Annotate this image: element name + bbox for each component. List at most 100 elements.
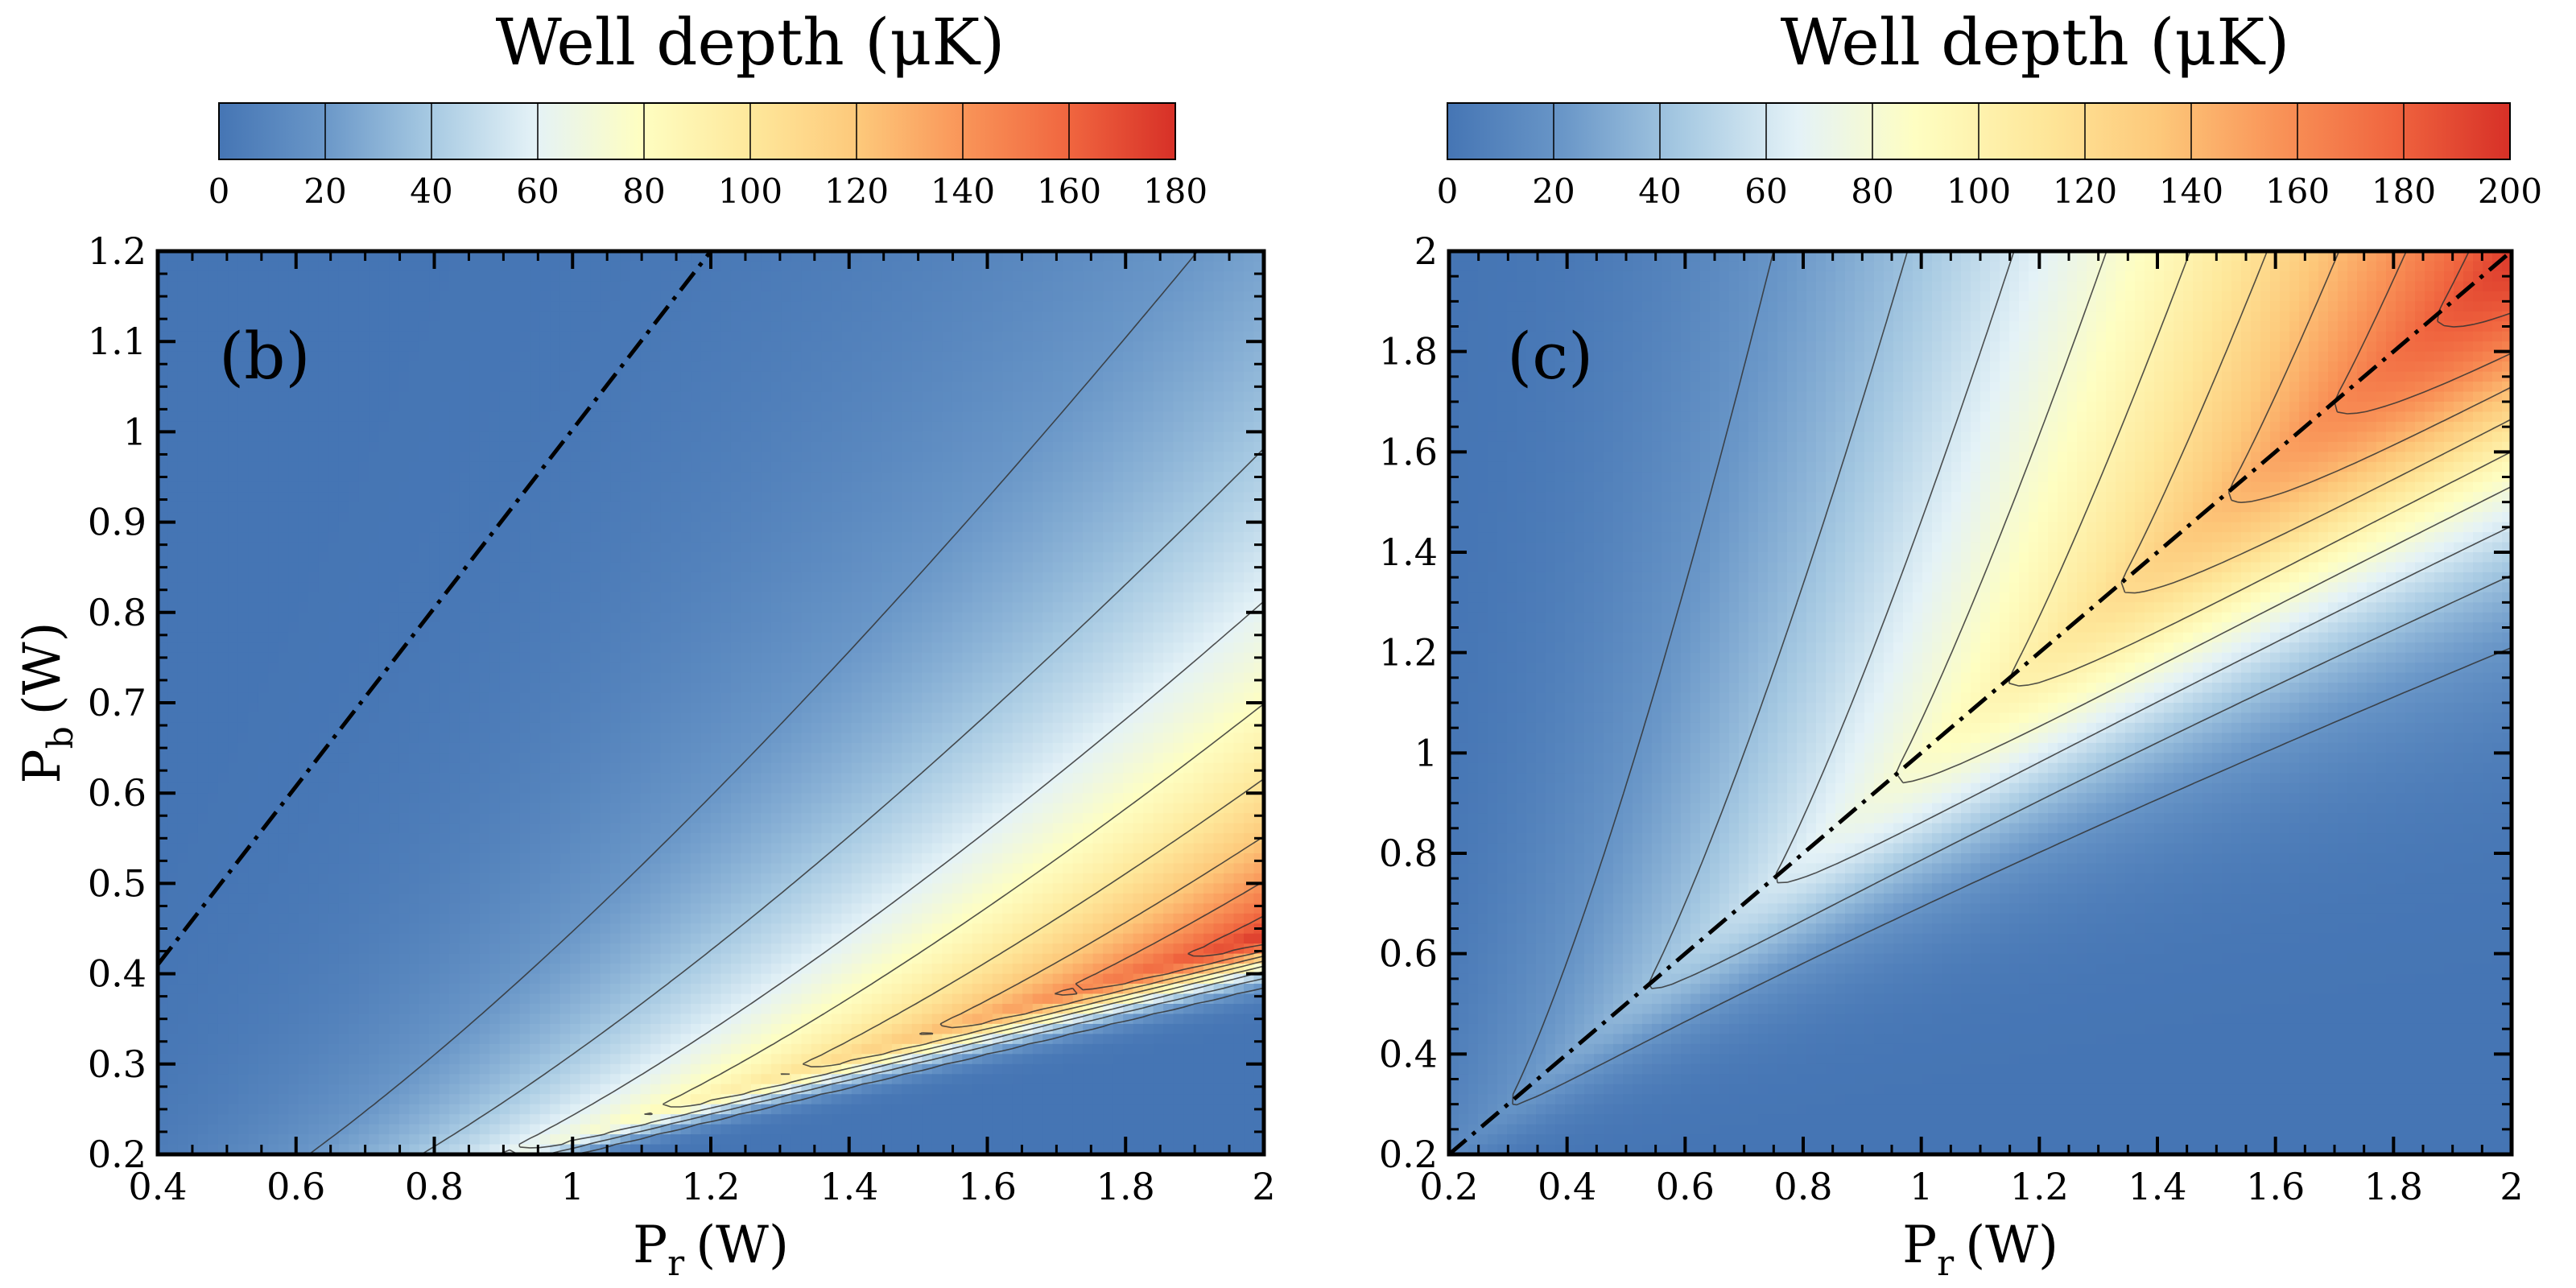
heat-cell xyxy=(962,301,973,312)
heat-cell xyxy=(158,663,169,674)
heat-cell xyxy=(700,361,712,373)
heat-cell xyxy=(972,391,984,402)
heat-cell xyxy=(741,331,752,342)
heat-cell xyxy=(1083,612,1094,624)
heat-cell xyxy=(197,402,209,413)
heat-cell xyxy=(590,321,601,332)
heat-cell xyxy=(1022,402,1034,413)
heat-cell xyxy=(630,542,642,553)
heat-cell xyxy=(720,411,732,423)
heat-cell xyxy=(1072,592,1084,604)
heat-cell xyxy=(801,582,812,593)
heat-cell xyxy=(1203,692,1215,704)
heat-cell xyxy=(741,402,752,413)
heat-cell xyxy=(620,692,631,704)
heat-cell xyxy=(630,311,642,323)
heat-cell xyxy=(1173,331,1184,342)
heat-cell xyxy=(1092,582,1104,593)
heat-cell xyxy=(911,411,923,423)
heat-cell xyxy=(1173,270,1184,283)
heat-cell xyxy=(1224,632,1235,643)
heat-cell xyxy=(288,622,299,634)
heat-cell xyxy=(308,351,320,362)
heat-cell xyxy=(378,391,390,402)
heat-cell xyxy=(499,331,510,342)
heat-cell xyxy=(1173,502,1184,513)
heat-cell xyxy=(962,361,973,373)
heat-cell xyxy=(590,622,601,634)
heat-cell xyxy=(439,461,451,473)
heat-cell xyxy=(349,542,360,553)
heat-cell xyxy=(1083,663,1094,674)
heat-cell xyxy=(1032,301,1043,312)
heat-cell xyxy=(871,472,883,483)
heat-cell xyxy=(369,382,380,393)
heat-cell xyxy=(1012,672,1024,683)
heat-cell xyxy=(318,402,330,413)
heat-cell xyxy=(228,391,239,402)
heat-cell xyxy=(730,542,742,553)
heat-cell xyxy=(398,612,411,624)
heat-cell xyxy=(158,321,169,332)
heat-cell xyxy=(680,411,691,423)
heat-cell xyxy=(158,512,169,523)
heat-cell xyxy=(1052,522,1063,533)
heat-cell xyxy=(1133,622,1144,634)
heat-cell xyxy=(1103,452,1114,463)
heat-cell xyxy=(962,532,973,543)
heat-cell xyxy=(217,441,229,453)
heat-cell xyxy=(700,582,712,593)
heat-cell xyxy=(570,592,581,604)
heat-cell xyxy=(590,562,601,573)
heat-cell xyxy=(650,251,662,262)
heat-cell xyxy=(167,382,179,393)
heat-cell xyxy=(781,602,792,613)
heat-cell xyxy=(630,281,642,292)
heat-cell xyxy=(237,461,250,473)
heat-cell xyxy=(449,431,460,443)
heat-cell xyxy=(1133,251,1144,262)
heat-cell xyxy=(258,542,270,553)
heat-cell xyxy=(1183,672,1195,683)
heat-cell xyxy=(1213,261,1224,272)
heat-cell xyxy=(167,341,179,353)
heat-cell xyxy=(288,321,299,332)
heat-cell xyxy=(781,472,792,483)
heat-cell xyxy=(640,481,651,493)
heat-cell xyxy=(691,582,702,593)
heat-cell xyxy=(891,441,903,453)
heat-cell xyxy=(1193,341,1204,353)
heat-cell xyxy=(439,311,451,323)
heat-cell xyxy=(519,652,530,663)
heat-cell xyxy=(831,341,843,353)
heat-cell xyxy=(469,431,481,443)
heat-cell xyxy=(1123,431,1134,443)
heat-cell xyxy=(1072,512,1084,523)
heat-cell xyxy=(479,270,490,283)
heat-cell xyxy=(429,402,440,413)
heat-cell xyxy=(962,311,973,323)
heat-cell xyxy=(620,371,631,382)
heat-cell xyxy=(1042,391,1054,402)
heat-cell xyxy=(1153,652,1164,663)
heat-cell xyxy=(750,582,762,593)
heat-cell xyxy=(881,492,893,503)
heat-cell xyxy=(861,251,873,262)
heat-cell xyxy=(338,301,350,312)
heat-cell xyxy=(1244,452,1255,463)
heat-cell xyxy=(378,532,390,543)
heat-cell xyxy=(711,572,722,584)
heat-cell xyxy=(911,291,923,303)
heat-cell xyxy=(570,552,581,564)
heat-cell xyxy=(177,411,189,423)
heat-cell xyxy=(902,441,913,453)
heat-cell xyxy=(469,281,481,292)
heat-cell xyxy=(409,251,420,262)
heat-cell xyxy=(881,572,893,584)
heat-cell xyxy=(167,632,179,643)
heat-cell xyxy=(519,382,530,393)
heat-cell xyxy=(349,371,360,382)
heat-cell xyxy=(539,251,551,262)
heat-cell xyxy=(237,492,250,503)
heat-cell xyxy=(1143,542,1154,553)
